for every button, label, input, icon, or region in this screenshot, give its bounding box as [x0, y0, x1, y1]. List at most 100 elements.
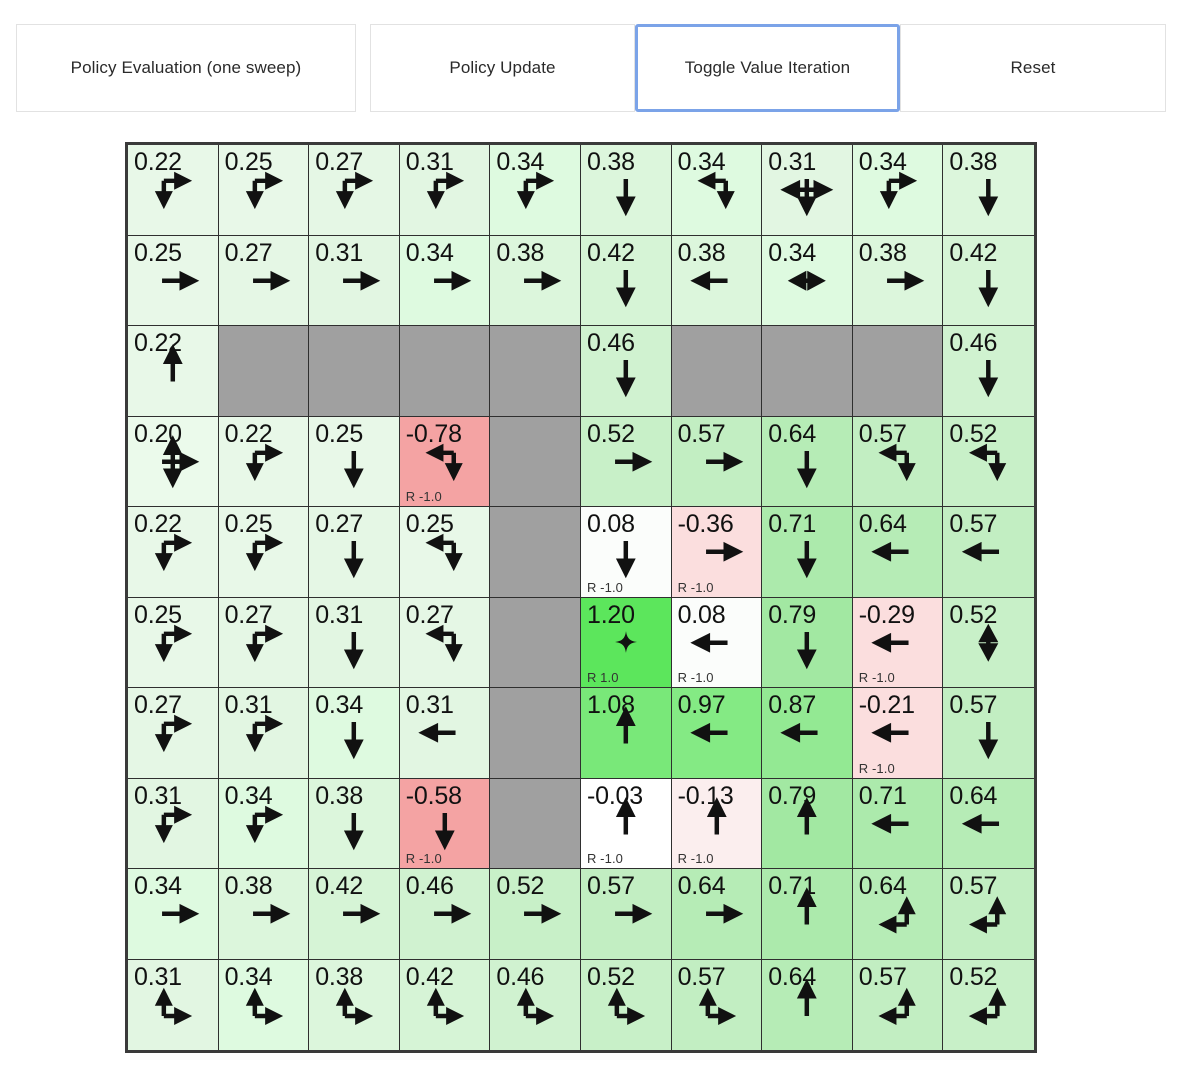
grid-cell[interactable]: -0.58 R -1.0 — [399, 778, 491, 869]
grid-cell[interactable]: 0.25 — [128, 597, 219, 688]
reset-button[interactable]: Reset — [900, 24, 1166, 112]
grid-cell[interactable]: 0.34 — [852, 145, 944, 236]
grid-cell[interactable]: 0.31 — [218, 688, 310, 779]
grid-cell[interactable]: 0.64 — [762, 959, 853, 1050]
grid-cell[interactable]: 0.52 — [580, 416, 672, 507]
grid-cell[interactable]: 0.42 — [580, 235, 672, 326]
grid-cell[interactable]: 0.31 — [309, 235, 400, 326]
grid-cell[interactable]: 0.34 — [490, 145, 581, 236]
grid-cell[interactable]: 0.34 — [671, 145, 763, 236]
grid-cell[interactable]: 0.38 — [943, 145, 1034, 236]
grid-cell[interactable]: 0.34 — [218, 959, 310, 1050]
grid-cell[interactable]: 0.87 — [762, 688, 853, 779]
grid-cell[interactable]: 0.38 — [580, 145, 672, 236]
grid-cell[interactable]: 0.52 — [943, 416, 1034, 507]
grid-cell[interactable]: 0.27 — [218, 597, 310, 688]
grid-cell[interactable]: 0.25 — [218, 145, 310, 236]
grid-cell[interactable]: 0.22 — [128, 326, 219, 417]
grid-cell[interactable]: 0.38 — [309, 959, 400, 1050]
grid-cell[interactable]: 0.52 — [943, 597, 1034, 688]
grid-cell[interactable]: 0.31 — [762, 145, 853, 236]
toggle-value-iteration-button[interactable]: Toggle Value Iteration — [635, 24, 900, 112]
grid-cell[interactable]: 0.57 — [580, 869, 672, 960]
grid-cell[interactable]: 1.08 — [580, 688, 672, 779]
grid-cell[interactable]: 0.38 — [218, 869, 310, 960]
grid-cell-goal[interactable]: 1.20 R 1.0 — [580, 597, 672, 688]
grid-cell[interactable]: 0.31 — [399, 145, 491, 236]
grid-cell[interactable]: 0.97 — [671, 688, 763, 779]
grid-cell[interactable]: 0.27 — [309, 145, 400, 236]
grid-cell[interactable]: 0.52 — [943, 959, 1034, 1050]
grid-cell[interactable]: 0.27 — [128, 688, 219, 779]
cell-value: 0.52 — [586, 419, 635, 448]
grid-cell[interactable]: 0.71 — [762, 869, 853, 960]
grid-cell[interactable]: 0.31 — [309, 597, 400, 688]
grid-cell[interactable]: 0.08 R -1.0 — [580, 507, 672, 598]
grid-cell[interactable]: 0.34 — [399, 235, 491, 326]
grid-cell[interactable]: 0.42 — [399, 959, 491, 1050]
grid-cell[interactable]: 0.27 — [309, 507, 400, 598]
grid-cell[interactable]: 0.38 — [490, 235, 581, 326]
grid-cell[interactable]: 0.64 — [671, 869, 763, 960]
grid-cell[interactable]: 0.34 — [762, 235, 853, 326]
grid-cell[interactable]: 0.25 — [218, 507, 310, 598]
grid-cell[interactable]: -0.29 R -1.0 — [852, 597, 944, 688]
cell-value: 0.97 — [677, 691, 726, 719]
grid-cell[interactable]: 0.52 — [580, 959, 672, 1050]
grid-cell[interactable]: 0.46 — [490, 959, 581, 1050]
grid-cell[interactable]: 0.22 — [128, 145, 219, 236]
grid-cell[interactable]: 0.46 — [399, 869, 491, 960]
policy-update-button[interactable]: Policy Update — [370, 24, 635, 112]
grid-cell[interactable]: 0.64 — [762, 416, 853, 507]
grid-cell[interactable]: 0.27 — [218, 235, 310, 326]
cell-reward-label: R -1.0 — [586, 579, 623, 595]
grid-cell[interactable]: 0.34 — [309, 688, 400, 779]
grid-cell[interactable]: -0.13 R -1.0 — [671, 778, 763, 869]
grid-cell[interactable]: 0.57 — [943, 869, 1034, 960]
grid-cell[interactable]: 0.20 — [128, 416, 219, 507]
cell-value: 0.25 — [224, 148, 273, 176]
grid-cell[interactable]: 0.25 — [309, 416, 400, 507]
grid-cell[interactable]: 0.22 — [128, 507, 219, 598]
policy-evaluation-button[interactable]: Policy Evaluation (one sweep) — [16, 24, 356, 112]
grid-cell[interactable]: 0.57 — [852, 959, 944, 1050]
grid-cell[interactable]: 0.57 — [852, 416, 944, 507]
grid-cell[interactable]: 0.42 — [309, 869, 400, 960]
grid-cell[interactable]: -0.03 R -1.0 — [580, 778, 672, 869]
grid-cell[interactable]: 0.64 — [852, 507, 944, 598]
cell-value: 0.08 — [586, 510, 635, 538]
grid-cell[interactable]: 0.34 — [128, 869, 219, 960]
grid-cell[interactable]: 0.31 — [128, 959, 219, 1050]
grid-cell[interactable]: 0.42 — [943, 235, 1034, 326]
cell-reward-label: R 1.0 — [586, 670, 619, 685]
grid-cell[interactable]: 0.25 — [128, 235, 219, 326]
grid-cell[interactable]: 0.57 — [671, 416, 763, 507]
grid-cell[interactable]: 0.71 — [852, 778, 944, 869]
grid-cell[interactable]: 0.71 — [762, 507, 853, 598]
grid-cell[interactable]: 0.08 R -1.0 — [671, 597, 763, 688]
cell-value: 0.79 — [768, 781, 817, 810]
grid-cell[interactable]: 0.46 — [943, 326, 1034, 417]
grid-cell-wall — [218, 326, 310, 417]
grid-cell[interactable]: 0.46 — [580, 326, 672, 417]
grid-cell[interactable]: 0.79 — [762, 778, 853, 869]
grid-cell[interactable]: 0.64 — [852, 869, 944, 960]
grid-cell[interactable]: 0.22 — [218, 416, 310, 507]
grid-cell[interactable]: 0.38 — [309, 778, 400, 869]
grid-cell[interactable]: 0.31 — [399, 688, 491, 779]
grid-cell[interactable]: 0.25 — [399, 507, 491, 598]
grid-cell[interactable]: 0.79 — [762, 597, 853, 688]
grid-cell[interactable]: -0.36 R -1.0 — [671, 507, 763, 598]
grid-cell[interactable]: 0.27 — [399, 597, 491, 688]
grid-cell[interactable]: 0.38 — [852, 235, 944, 326]
grid-cell[interactable]: -0.21 R -1.0 — [852, 688, 944, 779]
grid-cell[interactable]: 0.57 — [671, 959, 763, 1050]
grid-cell[interactable]: 0.38 — [671, 235, 763, 326]
grid-cell[interactable]: 0.64 — [943, 778, 1034, 869]
grid-cell[interactable]: -0.78 R -1.0 — [399, 416, 491, 507]
grid-cell[interactable]: 0.31 — [128, 778, 219, 869]
grid-cell[interactable]: 0.34 — [218, 778, 310, 869]
grid-cell[interactable]: 0.57 — [943, 688, 1034, 779]
grid-cell[interactable]: 0.57 — [943, 507, 1034, 598]
grid-cell[interactable]: 0.52 — [490, 869, 581, 960]
